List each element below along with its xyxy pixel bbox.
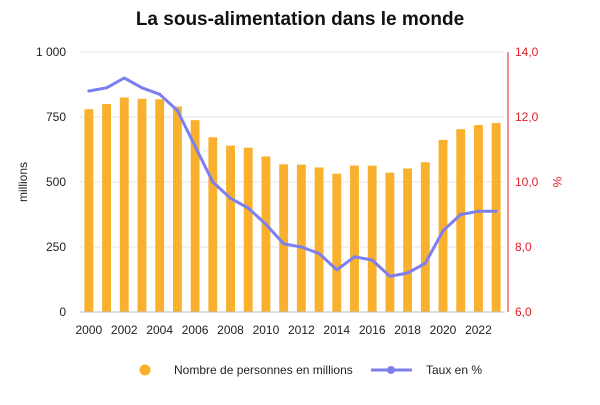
line-point — [175, 109, 179, 112]
bar-series — [84, 97, 501, 313]
y-left-tick-label: 750 — [46, 110, 66, 124]
line-series — [87, 76, 498, 278]
line-point — [264, 222, 268, 226]
line-point — [87, 89, 91, 93]
bar — [155, 99, 165, 312]
x-tick-label: 2012 — [288, 323, 315, 337]
line-point — [494, 209, 498, 213]
y-right-tick-label: 12,0 — [515, 110, 539, 124]
line-point — [122, 76, 126, 80]
y-axis-right-label: % — [550, 177, 564, 188]
bar — [314, 167, 324, 312]
x-tick-label: 2004 — [146, 323, 173, 337]
line-point — [282, 242, 286, 246]
bar — [208, 137, 218, 312]
bar — [420, 162, 430, 312]
x-tick-label: 2020 — [430, 323, 457, 337]
bar — [226, 145, 235, 312]
bar — [350, 165, 359, 312]
line-point — [476, 209, 480, 213]
bar — [102, 104, 111, 312]
line-point — [158, 92, 162, 96]
bar — [84, 109, 94, 312]
line-point — [459, 213, 463, 216]
line-point — [406, 271, 410, 275]
bar — [172, 106, 182, 312]
bar — [367, 165, 377, 312]
bar — [279, 164, 289, 312]
bar — [296, 164, 306, 312]
line-point — [299, 245, 303, 249]
axes: 0 250 500 750 1 000 6,0 8,0 10,0 12,0 14,0 2000 200… — [36, 45, 539, 337]
x-tick-label: 2014 — [323, 323, 350, 337]
bar — [261, 156, 271, 312]
x-tick-label: 2016 — [359, 323, 386, 337]
bar — [190, 120, 200, 313]
bar — [491, 122, 501, 312]
bar — [438, 139, 448, 312]
line-point — [370, 258, 374, 262]
chart-title: La sous-alimentation dans le monde — [136, 9, 464, 30]
line-point — [317, 252, 321, 255]
bar — [332, 173, 342, 312]
y-right-tick-label: 10,0 — [515, 175, 539, 189]
x-tick-label: 2008 — [217, 323, 244, 337]
line-point — [423, 261, 427, 265]
x-tick-label: 2010 — [253, 323, 280, 337]
x-tick-label: 2006 — [182, 323, 209, 337]
line-point — [105, 86, 109, 90]
bar — [243, 147, 253, 312]
line-point — [352, 255, 356, 259]
x-tick-label: 2000 — [76, 323, 103, 337]
bar — [385, 172, 395, 312]
y-left-tick-label: 500 — [46, 175, 66, 189]
line-point — [229, 196, 233, 200]
y-right-tick-label: 8,0 — [515, 240, 532, 254]
bar — [474, 125, 483, 312]
line-point — [388, 274, 392, 278]
line-point — [335, 268, 339, 272]
line-series-path — [87, 76, 498, 278]
line-point — [211, 180, 215, 184]
x-tick-label: 2002 — [111, 323, 138, 337]
bar — [403, 168, 413, 312]
legend-line-label: Taux en % — [426, 363, 482, 377]
bar — [137, 98, 147, 312]
legend-bar-label: Nombre de personnes en millions — [174, 363, 353, 377]
legend-line-dot — [387, 366, 395, 374]
y-left-tick-label: 250 — [46, 240, 66, 254]
bar — [456, 129, 466, 312]
y-left-tick-label: 1 000 — [36, 45, 66, 59]
y-axis-left-label: millions — [16, 162, 30, 202]
line-point — [140, 86, 144, 90]
legend-bar-marker — [139, 364, 151, 376]
line-point — [441, 229, 445, 233]
bar — [119, 97, 129, 312]
legend: Nombre de personnes en millions Taux en … — [139, 363, 482, 377]
y-left-tick-label: 0 — [59, 305, 66, 319]
y-right-tick-label: 14,0 — [515, 45, 539, 59]
line-point — [193, 144, 197, 148]
x-tick-label: 2022 — [465, 323, 492, 337]
x-tick-label: 2018 — [394, 323, 421, 337]
line-point — [246, 206, 250, 210]
y-right-tick-label: 6,0 — [515, 305, 532, 319]
